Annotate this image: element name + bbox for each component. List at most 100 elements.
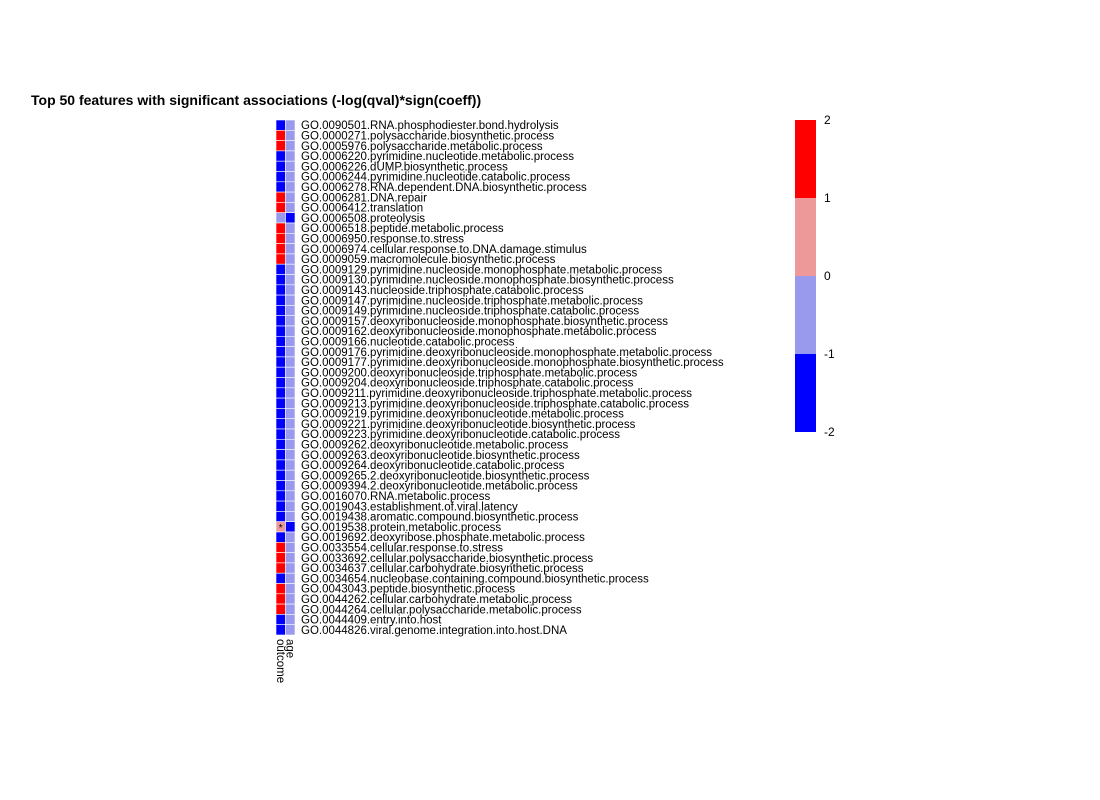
heatmap-cell <box>275 150 286 162</box>
row-label: GO.0009262.deoxyribonucleotide.metabolic… <box>301 439 568 451</box>
row-label: GO.0009177.pyrimidine.deoxyribonucleosid… <box>301 357 724 369</box>
heatmap-cell <box>285 212 296 224</box>
heatmap-cell <box>275 233 286 244</box>
heatmap-cell <box>275 119 286 131</box>
row-label: GO.0044262.cellular.carbohydrate.metabol… <box>301 594 572 606</box>
heatmap-cell <box>275 408 286 419</box>
heatmap-cell <box>285 603 296 615</box>
heatmap-cell <box>285 531 296 543</box>
legend-tick-label: 0 <box>824 269 831 283</box>
heatmap-cell <box>275 459 286 471</box>
heatmap-cell <box>285 274 296 286</box>
heatmap-cell <box>275 140 286 152</box>
heatmap-cell <box>275 366 286 378</box>
heatmap-cell <box>285 408 296 419</box>
heatmap-cell <box>285 181 296 193</box>
heatmap-cell <box>285 521 296 533</box>
legend-swatch <box>795 276 816 354</box>
heatmap-cell <box>285 130 296 141</box>
row-label: GO.0009157.deoxyribonucleoside.monophosp… <box>301 316 668 328</box>
row-label: GO.0034654.nucleobase.containing.compoun… <box>301 573 649 585</box>
heatmap-cell <box>285 160 296 172</box>
row-label: GO.0009176.pyrimidine.deoxyribonucleosid… <box>301 347 712 359</box>
heatmap-cell <box>285 119 296 131</box>
heatmap-cell <box>275 212 286 224</box>
row-label: GO.0009265.2.deoxyribonucleotide.biosynt… <box>301 470 590 482</box>
heatmap-cell <box>275 191 286 203</box>
heatmap-cell <box>285 305 296 316</box>
heatmap-cell <box>285 222 296 234</box>
legend-tick-label: 1 <box>824 191 831 205</box>
row-label: GO.0006412.translation <box>301 203 423 215</box>
heatmap-cell <box>275 603 286 615</box>
heatmap-cell <box>285 346 296 358</box>
heatmap-cell <box>275 614 286 626</box>
heatmap-cell <box>285 418 296 430</box>
row-label: GO.0006974.cellular.response.to.DNA.dama… <box>301 244 587 256</box>
row-label: GO.0006220.pyrimidine.nucleotide.metabol… <box>301 151 574 163</box>
heatmap-cell <box>275 263 286 275</box>
heatmap-cell <box>275 624 286 636</box>
row-label: GO.0009143.nucleoside.triphosphate.catab… <box>301 285 584 297</box>
row-label: GO.0005976.polysaccharide.metabolic.proc… <box>301 141 543 153</box>
row-label: GO.0019692.deoxyribose.phosphate.metabol… <box>301 532 585 544</box>
row-label: GO.0016070.RNA.metabolic.process <box>301 491 490 503</box>
heatmap-cell <box>275 356 286 368</box>
cell-annotation: * <box>279 523 283 534</box>
row-label: GO.0019043.establishment.of.viral.latenc… <box>301 501 518 513</box>
heatmap-cell <box>275 243 286 255</box>
heatmap-cell <box>275 397 286 409</box>
heatmap-cell <box>285 490 296 502</box>
heatmap-cell <box>275 469 286 481</box>
heatmap-cell <box>285 150 296 162</box>
row-label: GO.0009204.deoxyribonucleoside.triphosph… <box>301 378 634 390</box>
heatmap-cell <box>285 428 296 440</box>
row-label: GO.0009130.pyrimidine.nucleoside.monopho… <box>301 275 674 287</box>
heatmap-cell <box>275 274 286 286</box>
row-label: GO.0009149.pyrimidine.nucleoside.triphos… <box>301 306 639 318</box>
column-label: outcome <box>274 639 286 683</box>
heatmap-cell <box>275 202 286 213</box>
row-label: GO.0033554.cellular.response.to.stress <box>301 542 503 554</box>
heatmap-cell <box>275 130 286 141</box>
heatmap-cell <box>275 572 286 584</box>
row-label: GO.0090501.RNA.phosphodiester.bond.hydro… <box>301 120 559 132</box>
heatmap-cell <box>285 469 296 481</box>
row-label: GO.0009219.pyrimidine.deoxyribonucleotid… <box>301 409 624 421</box>
row-label: GO.0006278.RNA.dependent.DNA.biosyntheti… <box>301 182 587 194</box>
heatmap-cell <box>285 572 296 584</box>
heatmap-cell <box>285 624 296 636</box>
row-label: GO.0006226.dUMP.biosynthetic.process <box>301 161 508 173</box>
row-label: GO.0043043.peptide.biosynthetic.process <box>301 584 515 596</box>
heatmap-cell <box>285 562 296 574</box>
legend-tick-label: -1 <box>824 347 835 361</box>
heatmap-cell <box>285 500 296 512</box>
heatmap-cell <box>285 614 296 626</box>
heatmap-cell <box>275 294 286 306</box>
heatmap-cell <box>275 346 286 358</box>
heatmap-cell <box>275 480 286 492</box>
heatmap-cell <box>285 552 296 564</box>
row-label: GO.0009166.nucleotide.catabolic.process <box>301 336 515 348</box>
heatmap-cell <box>285 263 296 275</box>
row-label: GO.0009129.pyrimidine.nucleoside.monopho… <box>301 264 662 276</box>
heatmap-cell <box>275 315 286 327</box>
heatmap-cells: * <box>275 119 296 636</box>
color-legend: 2 1 0 -1 -2 <box>795 113 835 439</box>
heatmap-cell <box>285 171 296 183</box>
heatmap-cell <box>275 438 286 450</box>
row-label: GO.0044409.entry.into.host <box>301 615 442 627</box>
row-label: GO.0033692.cellular.polysaccharide.biosy… <box>301 553 593 565</box>
heatmap-cell <box>275 562 286 574</box>
heatmap-cell <box>275 387 286 399</box>
heatmap-cell <box>285 387 296 399</box>
row-label: GO.0006281.DNA.repair <box>301 192 427 204</box>
row-label: GO.0009221.pyrimidine.deoxyribonucleotid… <box>301 419 636 431</box>
row-label: GO.0006508.proteolysis <box>301 213 425 225</box>
legend-tick-label: -2 <box>824 425 835 439</box>
heatmap-cell <box>285 449 296 461</box>
row-label: GO.0009147.pyrimidine.nucleoside.triphos… <box>301 295 643 307</box>
heatmap-cell <box>285 593 296 605</box>
